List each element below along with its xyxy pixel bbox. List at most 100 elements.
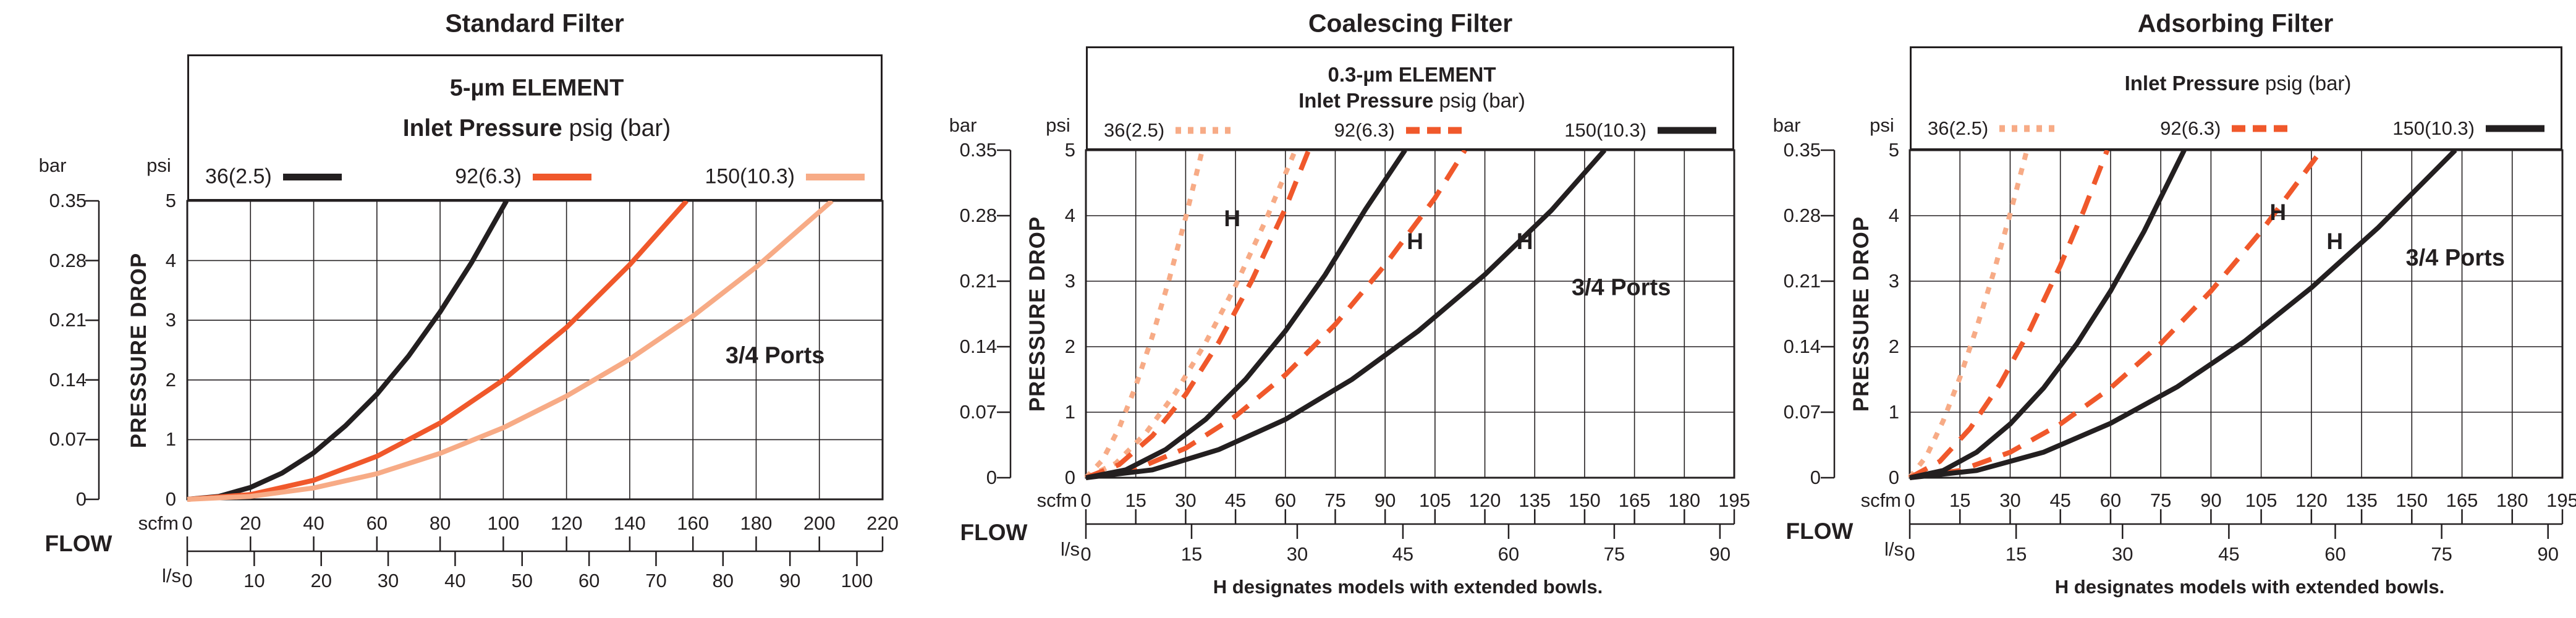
legend-box: 5-µm ELEMENT Inlet Pressure psig (bar) 36(… — [187, 54, 883, 201]
psi-axis-header: psi — [1870, 114, 1894, 136]
flow-axis-label: FLOW — [1786, 519, 1854, 544]
legend-item: 36(2.5) — [205, 165, 342, 189]
scfm-tick-label: 150 — [1569, 489, 1601, 511]
legend-item: 92(6.3) — [1334, 119, 1465, 142]
ports-label: 3/4 Ports — [1571, 274, 1671, 301]
bar-tick-label: 0.14 — [49, 368, 87, 391]
scfm-tick-label: 200 — [803, 512, 836, 534]
ls-tick-label: 75 — [2431, 543, 2452, 565]
ls-tick-label: 0 — [1080, 543, 1091, 565]
ls-tick-label: 80 — [712, 570, 734, 591]
bar-tick-label: 0.21 — [49, 309, 87, 331]
inlet-pressure-units: psig (bar) — [562, 115, 671, 142]
scfm-tick-label: 0 — [1080, 489, 1091, 511]
h-curve-label: H — [2269, 199, 2287, 225]
scfm-tick-label: 120 — [550, 512, 583, 534]
psi-tick-label: 0 — [165, 488, 176, 510]
ls-tick-label: 90 — [779, 570, 801, 591]
legend-swatch-solid — [805, 173, 865, 180]
scfm-tick-label: 90 — [2200, 489, 2222, 511]
scfm-tick-label: 150 — [2396, 489, 2428, 511]
scfm-tick-label: 20 — [240, 512, 261, 534]
scfm-tick-label: 60 — [2099, 489, 2122, 511]
ls-tick-label: 50 — [511, 570, 533, 591]
h-curve-label: H — [1516, 229, 1533, 255]
scfm-tick-label: 105 — [1418, 489, 1451, 511]
scfm-tick-label: 120 — [1468, 489, 1501, 511]
pressure-drop-axis-label: PRESSURE DROP — [1849, 216, 1873, 412]
plot-border — [1085, 149, 1735, 479]
scfm-tick-label: 135 — [1519, 489, 1551, 511]
ls-tick-label: 30 — [1286, 543, 1308, 565]
legend-swatch-dashed — [2232, 125, 2291, 132]
legend-item: 150(10.3) — [705, 165, 865, 189]
ls-tick-label: 10 — [244, 570, 265, 591]
legend-swatch-solid — [1658, 127, 1716, 134]
curve-36-2-5- — [187, 200, 509, 502]
scfm-tick-label: 180 — [740, 512, 773, 534]
psi-tick-label: 5 — [1064, 139, 1075, 161]
legend-box: Inlet Pressure psig (bar) 36(2.5) 92(6.3) 1… — [1910, 46, 2562, 150]
pressure-drop-axis-label: PRESSURE DROP — [127, 252, 151, 448]
ls-tick-label: 20 — [310, 570, 332, 591]
ls-tick-label: 45 — [2218, 543, 2240, 565]
scfm-tick-label: 195 — [1718, 489, 1750, 511]
legend-swatch-solid — [532, 173, 591, 180]
ls-tick-label: 90 — [1709, 543, 1731, 565]
scfm-tick-label: 180 — [1668, 489, 1701, 511]
psi-axis-header: psi — [1046, 114, 1070, 136]
legend-label: 92(6.3) — [2160, 117, 2221, 139]
scfm-tick-label: 60 — [366, 512, 388, 534]
curve-92-6-3-h — [1909, 148, 2324, 480]
psi-tick-label: 5 — [165, 190, 176, 211]
legend-box: 0.3-µm ELEMENT Inlet Pressure psig (bar) 3… — [1086, 46, 1734, 150]
ls-tick-label: 60 — [2324, 543, 2346, 565]
scfm-tick-label: 105 — [2245, 489, 2277, 511]
ls-tick-label: 70 — [645, 570, 667, 591]
bar-tick-label: 0.35 — [49, 190, 87, 211]
bar-tick-label: 0.07 — [49, 428, 87, 451]
scfm-unit-label: scfm — [138, 512, 179, 534]
scfm-tick-label: 75 — [1324, 489, 1346, 511]
inlet-pressure-bold: Inlet Pressure — [2124, 72, 2260, 95]
scfm-tick-label: 0 — [1904, 489, 1915, 511]
scfm-tick-label: 220 — [866, 512, 899, 534]
psi-tick-label: 4 — [1888, 205, 1899, 226]
bar-tick-label: 0.21 — [959, 270, 997, 292]
ls-tick-label: 0 — [182, 570, 193, 591]
ls-tick-label: 15 — [1180, 543, 1203, 565]
plot-border — [1909, 149, 2564, 479]
curve-150-10-3-h — [1909, 148, 2457, 480]
curve-92-6-3-h — [1085, 148, 1467, 480]
plot-border — [186, 200, 884, 501]
inlet-pressure-label: Inlet Pressure psig (bar) — [1299, 89, 1525, 112]
scfm-tick-label: 165 — [2446, 489, 2478, 511]
psi-tick-label: 4 — [165, 249, 176, 271]
pressure-drop-axis-label: PRESSURE DROP — [1025, 216, 1049, 412]
curve-150-10-3- — [187, 198, 834, 502]
ports-label: 3/4 Ports — [725, 342, 825, 369]
ls-unit-label: l/s — [1061, 538, 1080, 560]
bar-axis-header: bar — [949, 114, 977, 136]
bar-tick-label: 0.35 — [1783, 139, 1821, 161]
psi-tick-label: 0 — [1888, 467, 1899, 488]
legend-row: 36(2.5) 92(6.3) 150(10.3) — [189, 165, 881, 189]
legend-item: 150(10.3) — [1564, 119, 1716, 142]
curve-150-10-3-h — [1085, 148, 1607, 480]
scfm-tick-label: 15 — [1949, 489, 1971, 511]
bar-tick-label: 0.14 — [1783, 336, 1821, 357]
ls-unit-label: l/s — [1884, 538, 1904, 560]
ls-tick-label: 30 — [2111, 543, 2133, 565]
legend-item: 36(2.5) — [1928, 117, 2059, 140]
legend-label: 36(2.5) — [205, 164, 272, 188]
bar-tick-label: 0.07 — [1783, 401, 1821, 423]
scfm-tick-label: 160 — [677, 512, 710, 534]
scfm-tick-label: 40 — [303, 512, 324, 534]
curve-36-2-5- — [1084, 150, 1205, 480]
scfm-tick-label: 195 — [2546, 489, 2576, 511]
inlet-pressure-units: psig (bar) — [1433, 89, 1525, 112]
chart-title: Adsorbing Filter — [2137, 9, 2334, 38]
legend-item: 92(6.3) — [455, 165, 591, 189]
scfm-tick-label: 120 — [2295, 489, 2328, 511]
legend-label: 92(6.3) — [455, 164, 522, 188]
